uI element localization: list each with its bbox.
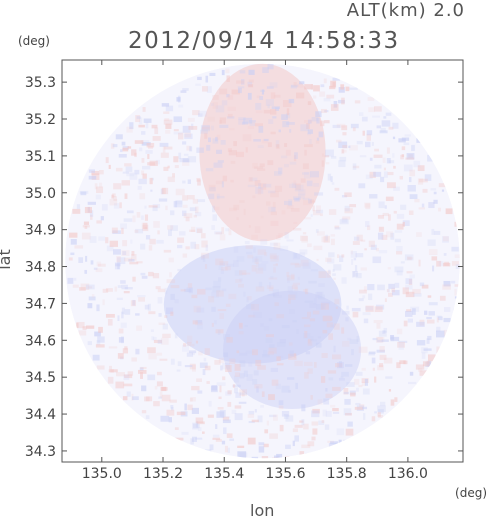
x-tick-label: 135.6 [265, 466, 305, 482]
y-tick-label: 35.3 [25, 75, 56, 91]
plot-frame [61, 59, 464, 463]
y-tick-label: 34.4 [25, 407, 56, 423]
x-tick-label: 135.8 [327, 466, 367, 482]
x-tick-label: 135.2 [143, 466, 183, 482]
y-tick-label: 34.7 [25, 296, 56, 312]
x-axis-title: lon [250, 501, 275, 520]
y-tick-label: 35.0 [25, 186, 56, 202]
y-tick-label: 34.8 [25, 260, 56, 276]
radar-field [65, 63, 460, 459]
x-tick-label: 135.0 [82, 466, 122, 482]
altitude-label: ALT(km) 2.0 [346, 0, 465, 21]
y-tick-label: 34.9 [25, 223, 56, 239]
x-tick-label: 136.0 [388, 466, 428, 482]
y-tick-label: 34.3 [25, 444, 56, 460]
y-tick-label: 34.6 [25, 333, 56, 349]
scan-timestamp: 2012/09/14 14:58:33 [128, 28, 400, 54]
x-axis-unit: (deg) [455, 486, 487, 500]
x-tick-label: 135.4 [204, 466, 244, 482]
y-tick-label: 34.5 [25, 370, 56, 386]
y-tick-label: 35.2 [25, 112, 56, 128]
y-tick-label: 35.1 [25, 149, 56, 165]
y-axis-unit: (deg) [18, 34, 50, 48]
